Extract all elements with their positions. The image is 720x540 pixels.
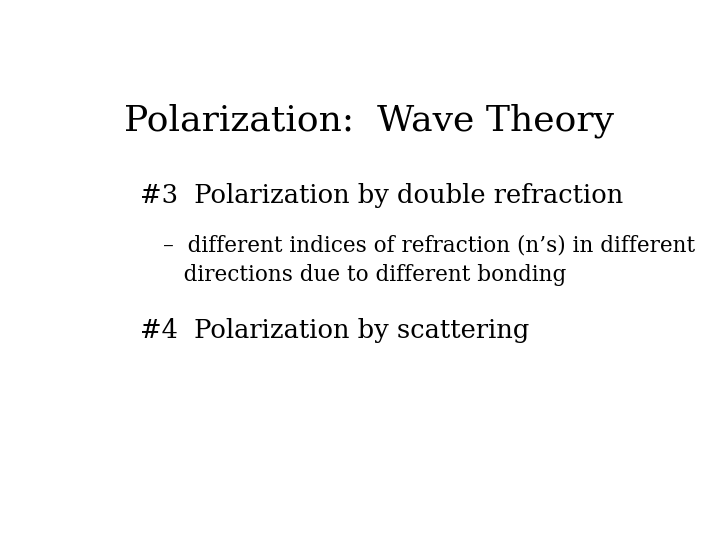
Text: #3  Polarization by double refraction: #3 Polarization by double refraction xyxy=(140,183,624,208)
Text: Polarization:  Wave Theory: Polarization: Wave Theory xyxy=(124,104,614,138)
Text: –  different indices of refraction (n’s) in different: – different indices of refraction (n’s) … xyxy=(163,235,695,256)
Text: #4  Polarization by scattering: #4 Polarization by scattering xyxy=(140,319,530,343)
Text: directions due to different bonding: directions due to different bonding xyxy=(163,264,566,286)
